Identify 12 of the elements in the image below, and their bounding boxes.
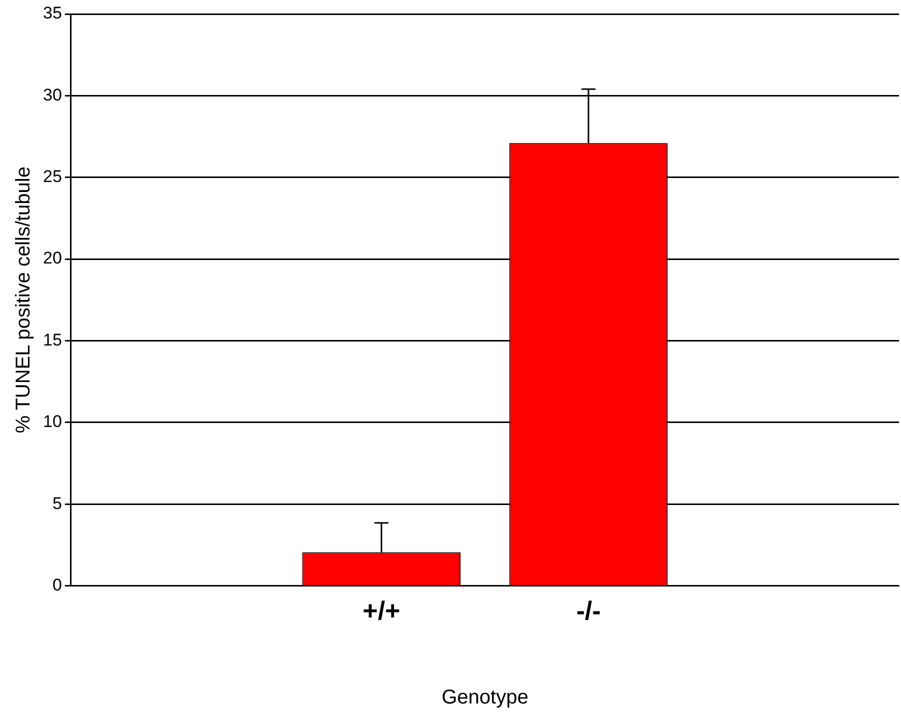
x-tick-label: -/- — [576, 596, 601, 626]
y-tick-label: 35 — [42, 4, 62, 23]
y-axis-title: % TUNEL positive cells/tubule — [12, 166, 35, 434]
y-tick-label: 30 — [42, 85, 62, 104]
y-tick-label: 25 — [42, 167, 62, 186]
y-tick-label: 10 — [42, 412, 62, 432]
y-tick-label: 20 — [42, 248, 62, 268]
y-tick-label: 15 — [42, 330, 62, 350]
y-tick-label: 0 — [52, 575, 62, 594]
x-tick-label: +/+ — [362, 596, 400, 626]
y-tick-label: 5 — [52, 494, 62, 513]
x-axis-title: Genotype — [442, 686, 528, 709]
